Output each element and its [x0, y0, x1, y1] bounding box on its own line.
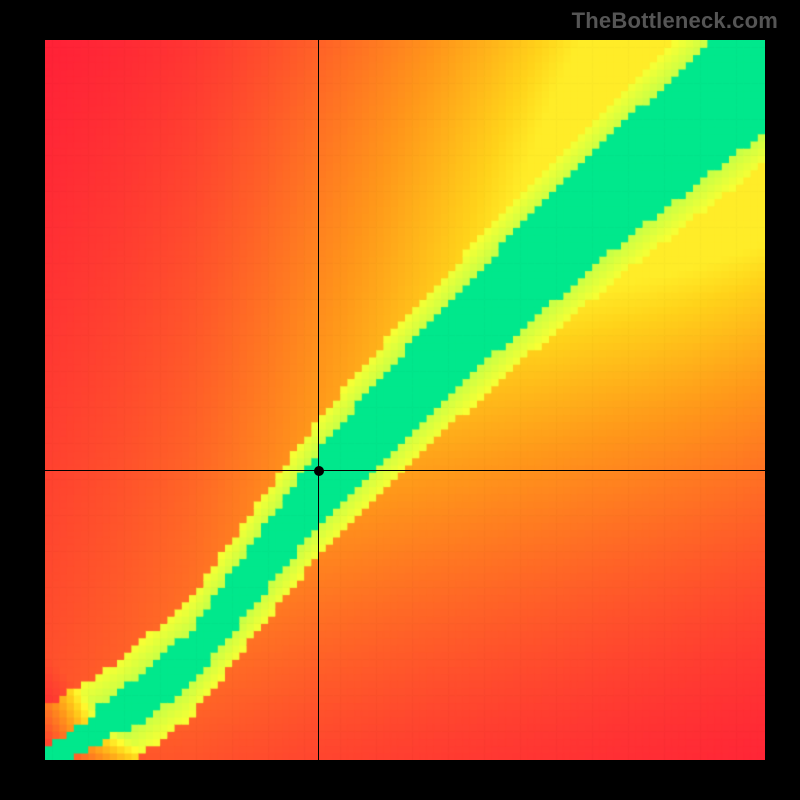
bottleneck-heatmap [45, 40, 765, 760]
crosshair-vertical [318, 40, 319, 760]
selected-point-marker [314, 466, 324, 476]
watermark-text: TheBottleneck.com [572, 8, 778, 34]
crosshair-horizontal [45, 470, 765, 471]
chart-container: TheBottleneck.com [0, 0, 800, 800]
